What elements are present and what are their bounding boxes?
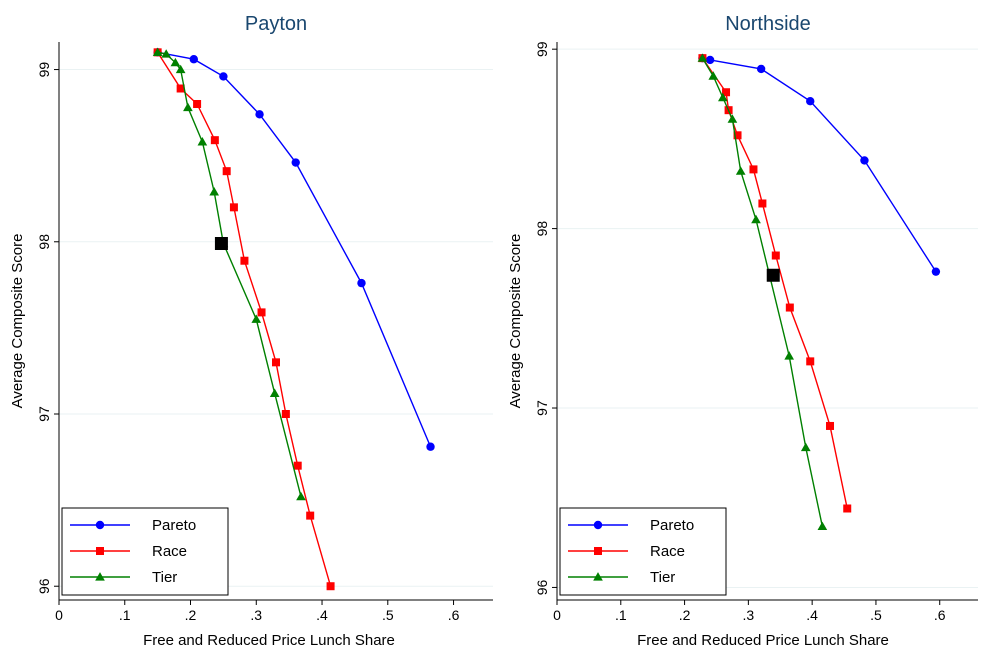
data-point-race [210,136,219,145]
x-tick-label: .4 [806,607,818,623]
data-point-tier [817,521,828,531]
legend-marker-race [594,547,602,555]
data-point-tier [175,64,186,74]
data-point-race [222,167,231,176]
y-tick-label: 99 [36,62,52,78]
legend-label: Race [152,543,187,560]
data-point-tier [251,314,262,323]
y-axis-title: Average Composite Score [507,234,524,409]
x-tick-label: .5 [382,607,394,623]
legend-marker-pareto [95,520,105,530]
x-tick-label: .5 [870,607,882,623]
legend-label: Pareto [650,517,694,534]
data-point-tier [718,92,728,102]
data-point-tier [161,49,172,58]
x-tick-label: .2 [185,607,197,623]
y-tick-label: 97 [36,406,52,422]
y-tick-label: 98 [534,221,550,237]
highlight-point [766,268,780,282]
data-point-tier [697,53,708,62]
legend: Pareto Race Tier [61,507,229,596]
data-point-race [257,308,266,317]
data-point-pareto [426,442,435,451]
y-tick-label: 99 [534,41,550,57]
data-point-pareto [756,64,766,74]
data-point-pareto [219,72,228,81]
chart-title: Payton [245,13,307,35]
legend: Pareto Race Tier [559,507,727,596]
data-point-race [733,131,742,140]
y-tick-label: 96 [36,578,52,594]
y-tick-label: 98 [36,234,52,250]
x-tick-label: 0 [553,607,561,623]
x-tick-label: .4 [316,607,328,623]
data-point-race [326,582,335,591]
data-point-tier [784,351,795,360]
legend-label: Race [650,543,685,560]
legend-marker-tier [593,572,603,581]
data-point-tier [269,388,280,397]
x-tick-label: 0 [55,607,63,623]
panel-payton: 0 .1 .2 .3 .4 .5 .6 96 97 98 99 Payton Free and Redu… [9,13,493,649]
data-point-tier [296,491,306,501]
data-point-tier [727,114,738,123]
data-point-pareto [357,278,366,288]
data-point-race [749,165,758,174]
data-point-race [240,256,249,265]
data-point-race [771,251,780,260]
data-point-race [293,461,302,470]
data-point-race [843,504,852,513]
x-tick-label: .1 [119,607,131,623]
data-point-pareto [291,158,300,167]
legend-label: Pareto [152,517,196,534]
x-tick-label: .2 [679,607,691,623]
data-point-tier [183,102,193,112]
x-tick-label: .3 [250,607,262,623]
highlight-point [214,237,228,250]
data-point-tier [152,47,163,56]
data-point-race [306,511,315,520]
data-point-race [785,303,794,312]
data-point-pareto [705,55,715,65]
data-point-tier [209,187,220,196]
data-point-race [193,100,202,108]
y-tick-label: 96 [534,579,550,595]
y-axis-title: Average Composite Score [9,234,26,409]
data-point-pareto [931,267,941,276]
legend-label: Tier [650,569,675,586]
data-point-tier [197,137,208,146]
data-point-race [806,357,815,366]
x-axis-title: Free and Reduced Price Lunch Share [637,632,889,649]
data-point-race [758,199,767,208]
x-tick-label: .6 [448,607,460,623]
data-point-race [229,203,238,212]
y-tick-label: 97 [534,400,550,416]
data-point-race [176,84,185,93]
x-axis-title: Free and Reduced Price Lunch Share [143,632,395,649]
x-tick-label: .3 [743,607,755,623]
data-point-pareto [860,156,869,165]
panel-northside: 0 .1 .2 .3 .4 .5 .6 96 97 98 99 Northside Free and R… [507,13,978,649]
data-point-race [826,421,835,430]
data-point-tier [735,166,746,175]
data-point-tier [751,214,761,224]
data-point-tier [170,57,181,67]
data-point-pareto [255,110,264,119]
data-point-pareto [189,55,199,64]
data-point-pareto [806,97,815,106]
x-tick-label: .1 [615,607,627,623]
data-point-race [722,88,731,97]
x-tick-label: .6 [934,607,946,623]
data-point-race [281,410,290,418]
legend-marker-race [96,547,104,555]
data-point-tier [800,442,811,452]
legend-marker-tier [95,572,105,581]
chart-title: Northside [725,13,811,35]
data-point-race [272,358,280,367]
data-point-tier [708,71,719,80]
legend-marker-pareto [593,520,603,530]
legend-label: Tier [152,569,177,586]
